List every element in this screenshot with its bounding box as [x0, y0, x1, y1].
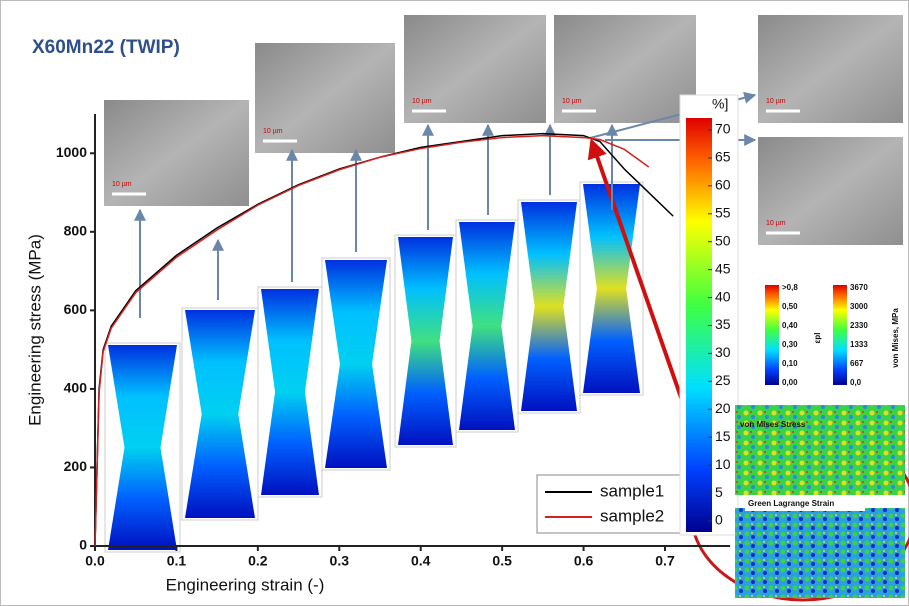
y-tick-label: 600	[64, 301, 88, 317]
y-tick-label: 0	[79, 537, 87, 553]
scale-bar-label: 10 µm	[412, 98, 432, 105]
stress-colorbar	[833, 285, 847, 385]
stress-tick-label: 1333	[850, 340, 868, 349]
y-tick-label: 400	[64, 380, 88, 396]
colorbar-tick-label: 20	[715, 400, 731, 416]
colorbar-tick-label: 45	[715, 260, 731, 276]
y-axis-label: Engineering stress (MPa)	[25, 234, 44, 426]
specimen	[521, 202, 577, 411]
scale-bar-label: 10 µm	[562, 98, 582, 105]
strain-map-label: Green Lagrange Strain	[748, 499, 834, 508]
stress-label: von Mises, MPa	[891, 308, 900, 368]
colorbar-tick-label: 35	[715, 316, 731, 332]
micrograph	[104, 100, 249, 206]
strain-colorbar	[765, 285, 779, 385]
x-tick-label: 0.0	[85, 553, 105, 569]
colorbar-tick-label: 30	[715, 344, 731, 360]
strain-tick-label: 0,10	[782, 359, 798, 368]
colorbar-tick-label: 55	[715, 204, 731, 220]
strain-tick-label: 0,30	[782, 340, 798, 349]
colorbar-label: %]	[712, 96, 728, 112]
x-tick-label: 0.2	[248, 553, 268, 569]
strain-tick-label: 0,00	[782, 378, 798, 387]
x-tick-label: 0.5	[492, 553, 512, 569]
stress-map-label: von Mises Stress	[740, 420, 806, 429]
strain-label: εpl	[813, 333, 822, 344]
stress-tick-label: 3670	[850, 283, 868, 292]
y-tick-label: 800	[64, 223, 88, 239]
x-tick-label: 0.1	[167, 553, 187, 569]
strain-map-bg	[745, 497, 865, 511]
specimen	[459, 222, 515, 430]
stress-tick-label: 2330	[850, 321, 868, 330]
scale-bar-label: 10 µm	[112, 181, 132, 188]
stress-tick-label: 667	[850, 359, 864, 368]
x-tick-label: 0.4	[411, 553, 431, 569]
scale-bar-label: 10 µm	[766, 98, 786, 105]
stress-tick-label: 0,0	[850, 378, 862, 387]
y-tick-label: 1000	[56, 144, 87, 160]
strain-tick-label: 0,40	[782, 321, 798, 330]
stress-tick-label: 3000	[850, 302, 868, 311]
x-tick-label: 0.3	[330, 553, 350, 569]
micrograph	[758, 137, 903, 245]
specimen	[108, 345, 177, 550]
series-line	[94, 134, 650, 547]
x-tick-label: 0.7	[655, 553, 675, 569]
specimen	[185, 310, 255, 518]
colorbar-tick-label: 60	[715, 177, 731, 193]
specimen	[325, 260, 387, 468]
x-tick-label: 0.6	[574, 553, 594, 569]
micrograph	[554, 15, 696, 123]
legend-label: sample1	[600, 481, 664, 500]
x-axis-label: Engineering strain (-)	[166, 575, 325, 594]
chart-title: X60Mn22 (TWIP)	[32, 37, 180, 58]
scale-bar-label: 10 µm	[766, 220, 786, 227]
stress-map	[735, 405, 905, 495]
colorbar-tick-label: 15	[715, 428, 731, 444]
strain-tick-label: 0,50	[782, 302, 798, 311]
strain-tick-label: >0,8	[782, 283, 798, 292]
specimen	[398, 237, 453, 445]
colorbar-tick-label: 0	[715, 512, 723, 528]
y-tick-label: 200	[64, 458, 88, 474]
colorbar-tick-label: 40	[715, 288, 731, 304]
specimens	[104, 181, 644, 553]
scale-bar-label: 10 µm	[263, 128, 283, 135]
colorbar-tick-label: 65	[715, 149, 731, 165]
specimen	[261, 289, 319, 495]
colorbar-tick-label: 70	[715, 121, 731, 137]
micrograph	[404, 15, 546, 123]
colorbar-tick-label: 25	[715, 372, 731, 388]
colorbar-tick-label: 10	[715, 456, 731, 472]
strain-map	[735, 508, 905, 598]
micrograph	[255, 43, 395, 153]
legend-label: sample2	[600, 506, 664, 525]
micrograph	[758, 15, 903, 123]
colorbar	[686, 118, 712, 532]
colorbar-tick-label: 5	[715, 484, 723, 500]
colorbar-tick-label: 50	[715, 232, 731, 248]
